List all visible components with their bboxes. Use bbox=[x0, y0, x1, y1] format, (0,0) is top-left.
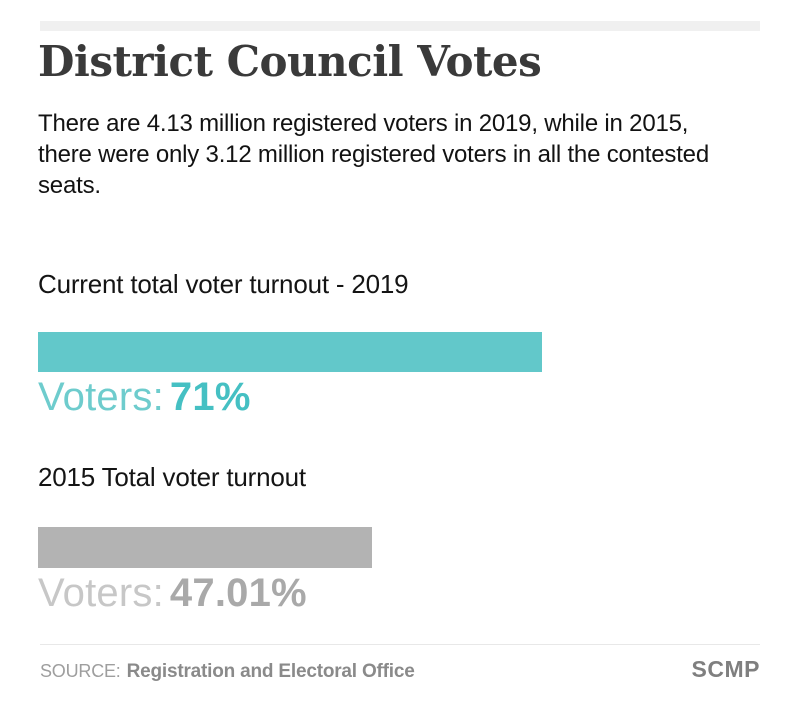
page-title: District Council Votes bbox=[38, 37, 542, 86]
top-border-band bbox=[40, 21, 760, 31]
bar-track-2015 bbox=[38, 527, 748, 568]
bar-value-number-2019: 71% bbox=[169, 375, 251, 419]
source-line: SOURCE: Registration and Electoral Office bbox=[40, 661, 415, 683]
source-label: SOURCE: bbox=[40, 661, 121, 681]
bar-label-2015: 2015 Total voter turnout bbox=[38, 462, 306, 492]
bar-2015 bbox=[38, 527, 372, 568]
bar-2019 bbox=[38, 332, 543, 372]
bar-value-prefix-2015: Voters: bbox=[38, 571, 164, 615]
bar-value-2015: Voters: 47.01% bbox=[38, 570, 307, 616]
bar-value-prefix-2019: Voters: bbox=[38, 375, 164, 419]
bar-value-number-2015: 47.01% bbox=[169, 571, 307, 615]
source-name: Registration and Electoral Office bbox=[126, 661, 415, 682]
bar-label-2019: Current total voter turnout - 2019 bbox=[38, 269, 409, 299]
bar-value-2019: Voters: 71% bbox=[38, 374, 251, 420]
page-subtitle: There are 4.13 million registered voters… bbox=[38, 110, 709, 199]
footer-divider bbox=[40, 644, 760, 645]
bar-track-2019 bbox=[38, 332, 748, 372]
brand-logo-scmp: SCMP bbox=[691, 656, 760, 682]
footer: SOURCE: Registration and Electoral Office… bbox=[40, 656, 760, 683]
